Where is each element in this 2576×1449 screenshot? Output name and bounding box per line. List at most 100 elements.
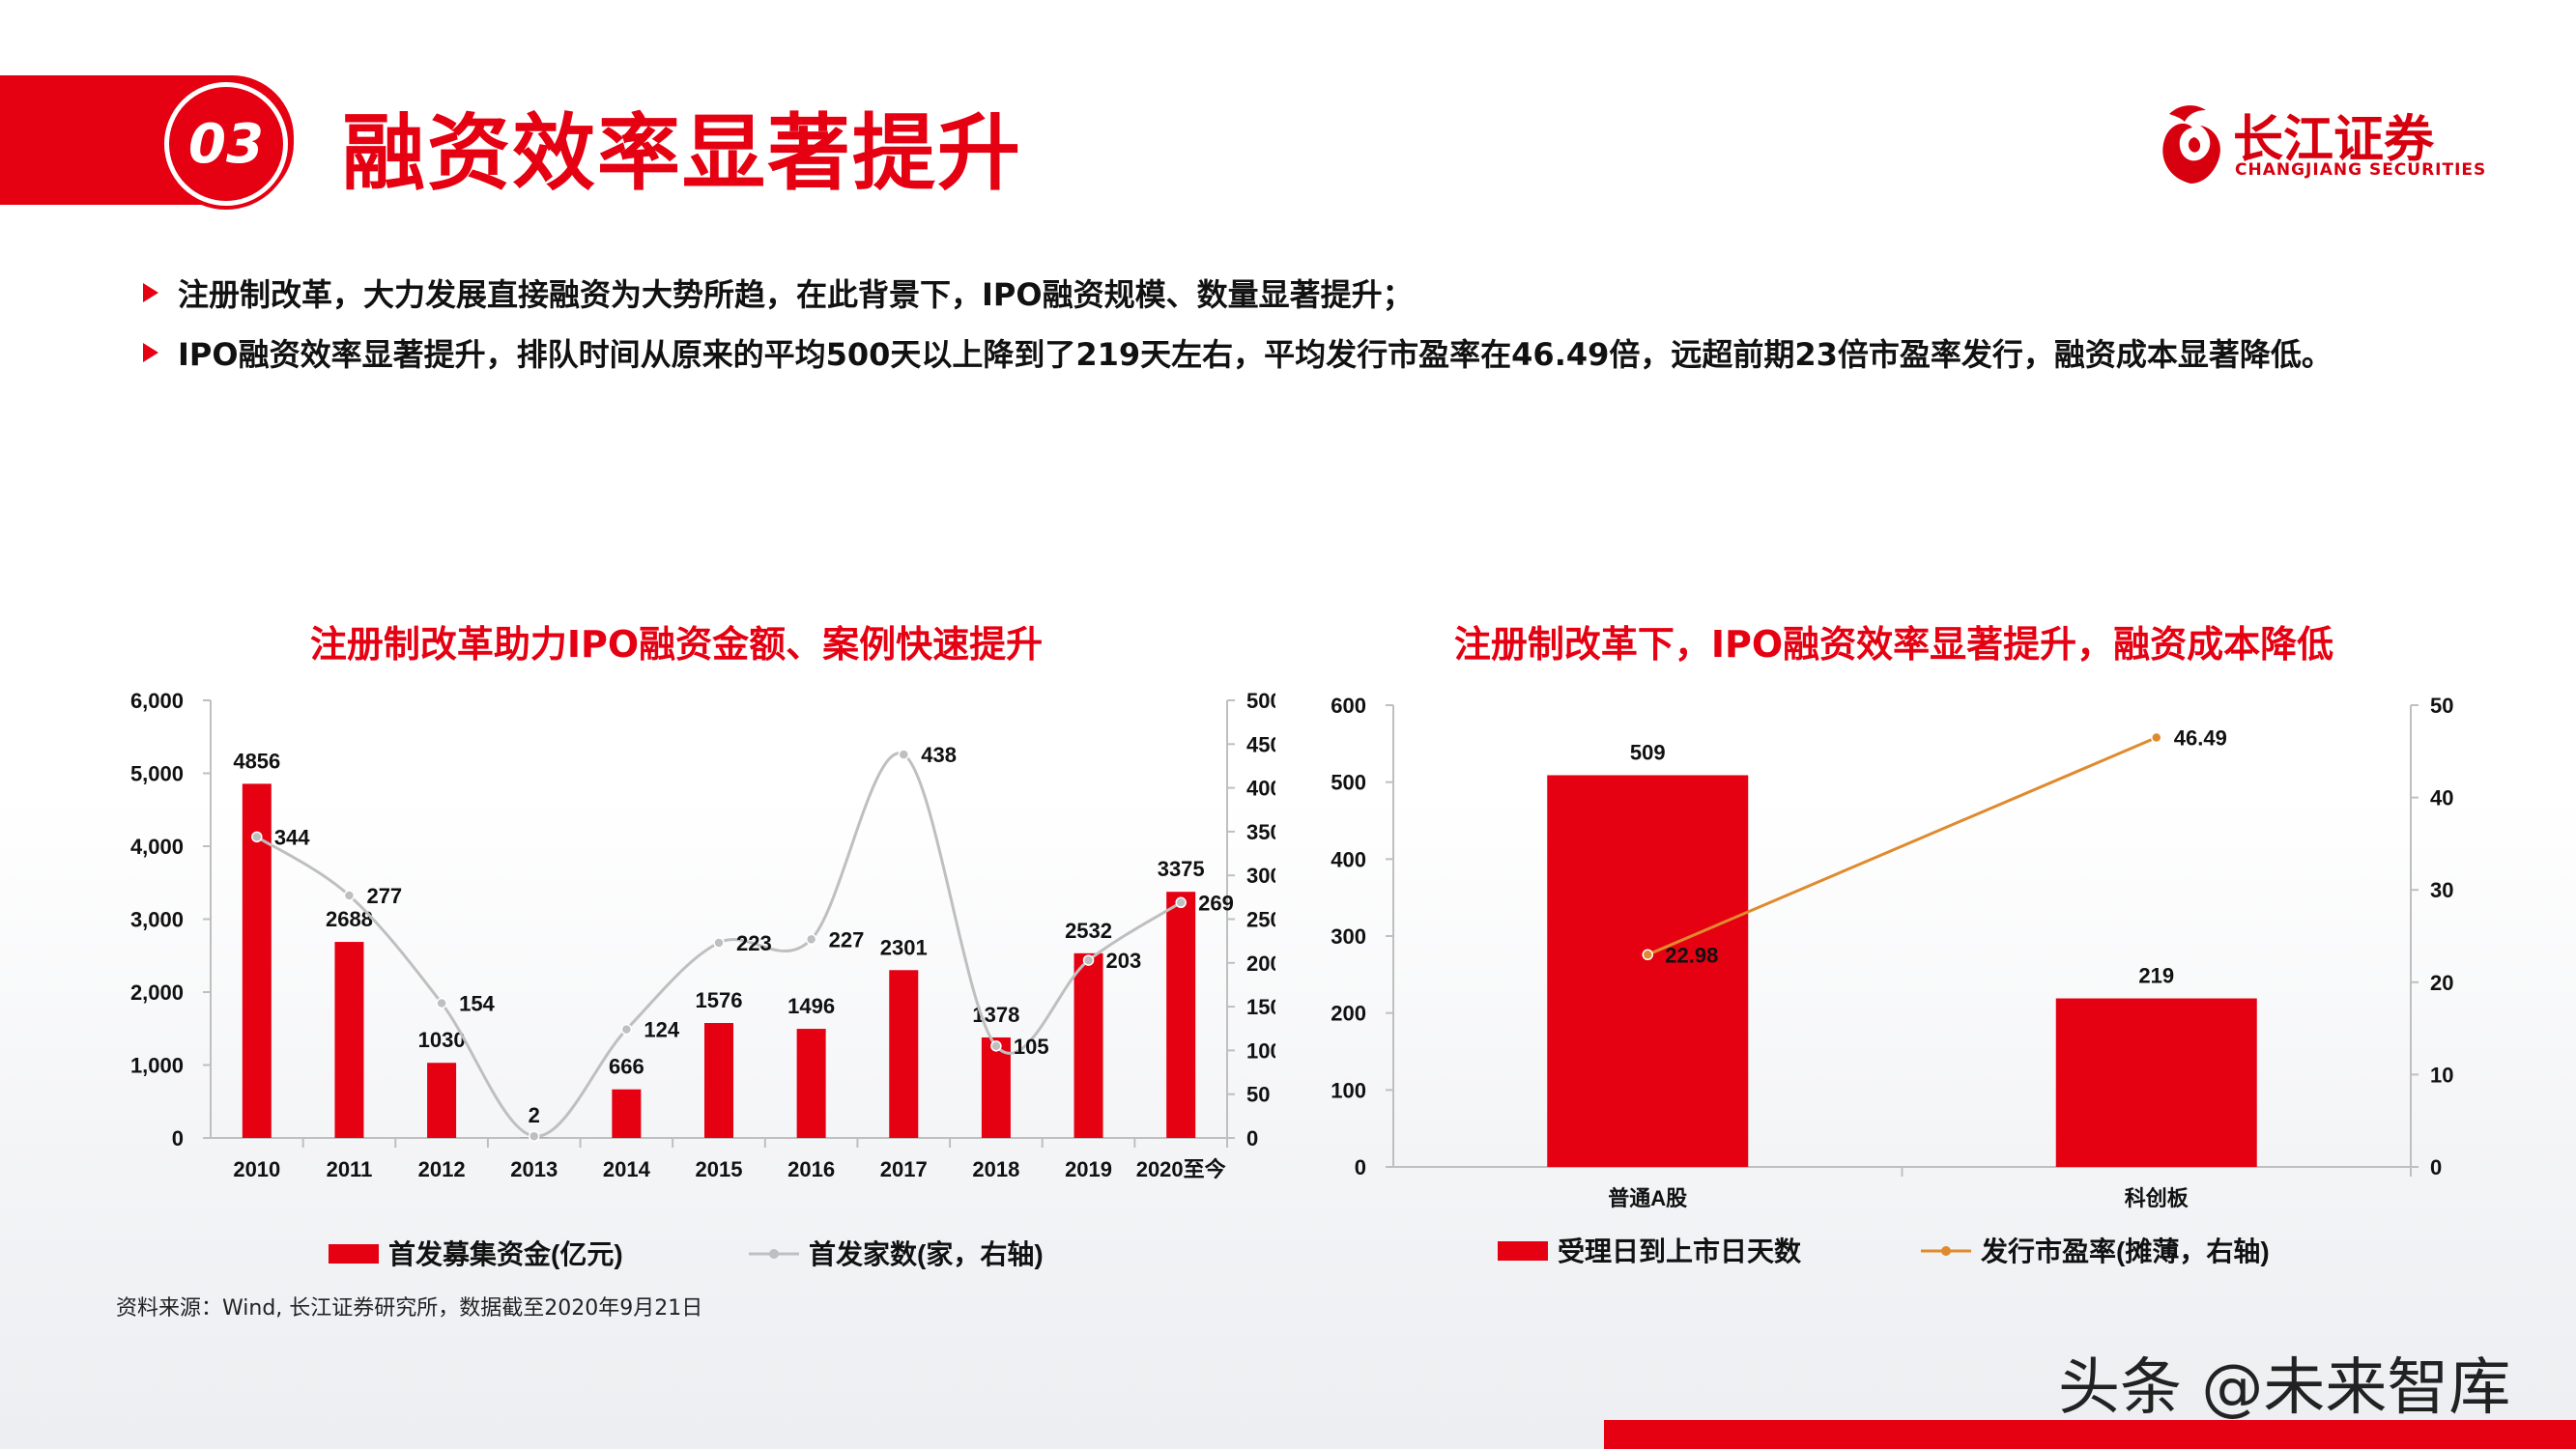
x-tick-label: 2014	[603, 1157, 651, 1181]
right-tick-label: 300	[1246, 864, 1275, 888]
right-tick-label: 500	[1246, 689, 1275, 713]
bar-data-label: 2301	[880, 935, 928, 959]
x-tick-label: 普通A股	[1608, 1186, 1687, 1210]
bar	[1166, 892, 1196, 1138]
left-tick-label: 200	[1331, 1002, 1366, 1026]
right-tick-label: 40	[2430, 786, 2453, 810]
bullet-item: IPO融资效率显著提升，排队时间从原来的平均500天以上降到了219天左右，平均…	[143, 323, 2333, 383]
line-point	[343, 890, 356, 901]
line-point	[1082, 954, 1095, 966]
watermark: 头条 @未来智库	[2058, 1352, 2511, 1424]
bar-data-label: 2	[529, 1103, 540, 1127]
line-data-label: 203	[1106, 949, 1142, 973]
line-data-label: 22.98	[1665, 943, 1718, 967]
bar	[796, 1029, 826, 1138]
left-tick-label: 400	[1331, 847, 1366, 871]
left-tick-label: 600	[1331, 694, 1366, 718]
left-tick-label: 6,000	[130, 689, 184, 713]
bar-data-label: 3375	[1158, 857, 1205, 881]
section-number-badge: 03	[164, 82, 288, 206]
line-point	[1175, 896, 1187, 909]
legend-line-label: 发行市盈率(摊薄，右轴)	[1980, 1236, 2270, 1266]
line-data-label: 124	[644, 1018, 679, 1042]
left-tick-label: 1,000	[130, 1054, 184, 1078]
right-tick-label: 100	[1246, 1038, 1275, 1063]
left-tick-label: 0	[172, 1126, 184, 1151]
chart-2: 0 100 200 300 400 500 600 0 10 20 30 40 50 普通A股 科创板 509…	[1331, 694, 2453, 1266]
chart-1: 0 1,000 2,000 3,000 4,000 5,000 6,000 0 50 100 150…	[130, 689, 1275, 1269]
bar-data-label: 219	[2138, 964, 2174, 988]
right-tick-label: 30	[2430, 878, 2453, 902]
bullet-text: 注册制改革，大力发展直接融资为大势所趋，在此背景下，IPO融资规模、数量显著提升…	[178, 276, 1414, 313]
line-data-label: 344	[274, 825, 310, 849]
x-tick-label: 2011	[327, 1157, 373, 1181]
x-tick-label: 2013	[510, 1157, 558, 1181]
left-tick-label: 100	[1331, 1078, 1366, 1102]
right-tick-label: 0	[2430, 1155, 2442, 1179]
line-point	[436, 997, 447, 1009]
left-tick-label: 4,000	[130, 835, 184, 859]
bar	[1073, 952, 1103, 1138]
x-tick-label: 2016	[787, 1157, 835, 1181]
right-tick-label: 50	[1246, 1083, 1270, 1107]
bar	[1547, 775, 1749, 1167]
bar	[889, 970, 919, 1138]
logo-text-en: CHANGJIANG SECURITIES	[2235, 160, 2487, 180]
bar-data-label: 509	[1630, 740, 1666, 764]
bar-data-label: 1030	[418, 1028, 466, 1052]
source-note: 资料来源：Wind, 长江证券研究所，数据截至2020年9月21日	[116, 1296, 703, 1321]
line-data-label: 105	[1014, 1035, 1049, 1059]
bullet-text: IPO融资效率显著提升，排队时间从原来的平均500天以上降到了219天左右，平均…	[178, 336, 2333, 373]
bar	[704, 1023, 733, 1138]
bottom-bar	[1604, 1420, 2576, 1449]
line-point	[620, 1023, 633, 1036]
page-title: 融资效率显著提升	[342, 105, 1022, 202]
x-tick-label: 2020至今	[1136, 1157, 1226, 1181]
line-data-label: 227	[829, 927, 865, 952]
bullet-arrow-icon	[143, 283, 158, 302]
right-tick-label: 350	[1246, 820, 1275, 844]
series-line	[256, 752, 1182, 1138]
bullet-list: 注册制改革，大力发展直接融资为大势所趋，在此背景下，IPO融资规模、数量显著提升…	[143, 263, 2333, 383]
chart-2-title: 注册制改革下，IPO融资效率显著提升，融资成本降低	[1453, 623, 2334, 666]
bar	[612, 1089, 642, 1138]
bar-data-label: 666	[609, 1055, 644, 1079]
right-tick-label: 20	[2430, 971, 2453, 995]
chart-1-title: 注册制改革助力IPO融资金额、案例快速提升	[309, 623, 1044, 666]
x-tick-label: 2018	[972, 1157, 1019, 1181]
left-tick-label: 0	[1355, 1155, 1366, 1179]
line-point	[1642, 949, 1653, 961]
x-tick-label: 2012	[418, 1157, 466, 1181]
x-tick-label: 2019	[1065, 1157, 1112, 1181]
right-tick-label: 400	[1246, 777, 1275, 801]
bar	[334, 942, 364, 1138]
line-point	[528, 1130, 540, 1142]
logo-text-cn: 长江证券	[2233, 111, 2435, 169]
legend-bar-label: 首发募集资金(亿元)	[388, 1238, 623, 1269]
legend-line-label: 首发家数(家，右轴)	[809, 1238, 1044, 1269]
bar-data-label: 4856	[233, 749, 280, 773]
right-tick-label: 0	[1246, 1126, 1258, 1151]
phoenix-logo-icon	[2162, 105, 2220, 184]
line-data-label: 154	[459, 991, 495, 1015]
line-point	[2151, 731, 2162, 744]
bullet-item: 注册制改革，大力发展直接融资为大势所趋，在此背景下，IPO融资规模、数量显著提升…	[143, 263, 2333, 323]
right-tick-label: 250	[1246, 908, 1275, 932]
x-tick-label: 2015	[696, 1157, 743, 1181]
line-data-label: 277	[366, 884, 402, 908]
x-tick-label: 2017	[880, 1157, 928, 1181]
left-tick-label: 300	[1331, 924, 1366, 949]
left-tick-label: 5,000	[130, 762, 184, 786]
line-point	[898, 749, 910, 760]
line-point	[805, 933, 817, 946]
line-point	[990, 1040, 1002, 1052]
right-tick-label: 10	[2430, 1063, 2453, 1087]
left-tick-label: 500	[1331, 771, 1366, 795]
right-tick-label: 50	[2430, 694, 2453, 718]
line-data-label: 438	[921, 743, 957, 767]
line-point	[251, 831, 263, 843]
line-data-label: 46.49	[2174, 726, 2227, 751]
line-data-label: 223	[736, 931, 772, 955]
series-line	[1646, 736, 2158, 956]
bar	[2055, 998, 2257, 1167]
